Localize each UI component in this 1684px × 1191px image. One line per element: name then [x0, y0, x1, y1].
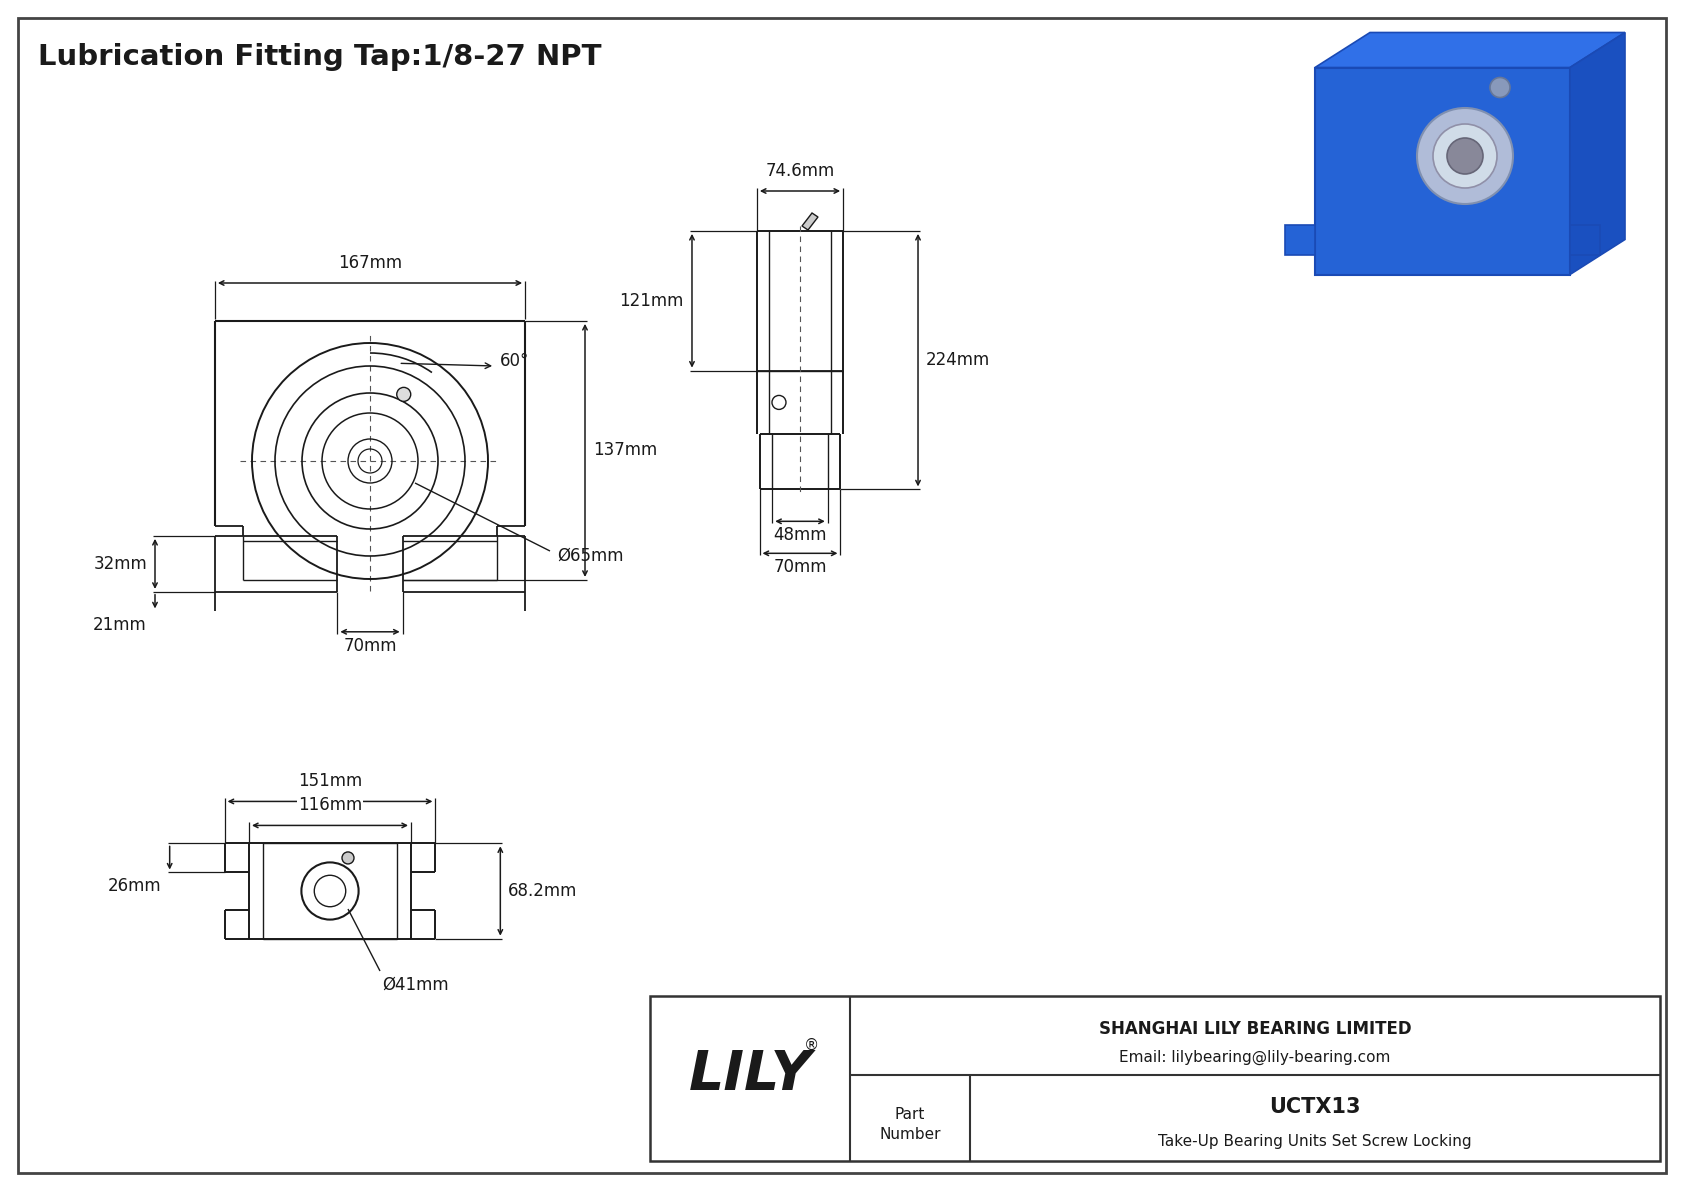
Text: 70mm: 70mm: [773, 559, 827, 576]
Text: ®: ®: [805, 1039, 820, 1053]
Polygon shape: [1315, 68, 1569, 274]
Text: 116mm: 116mm: [298, 797, 362, 815]
Polygon shape: [1285, 224, 1315, 255]
Text: 74.6mm: 74.6mm: [765, 162, 835, 180]
Polygon shape: [1569, 32, 1625, 274]
Circle shape: [1490, 77, 1511, 98]
Text: 167mm: 167mm: [338, 254, 402, 272]
Text: Ø41mm: Ø41mm: [382, 975, 448, 994]
Text: Lubrication Fitting Tap:1/8-27 NPT: Lubrication Fitting Tap:1/8-27 NPT: [39, 43, 601, 71]
Text: LILY: LILY: [689, 1048, 812, 1102]
Text: Part
Number: Part Number: [879, 1108, 941, 1142]
Circle shape: [397, 387, 411, 401]
Text: Take-Up Bearing Units Set Screw Locking: Take-Up Bearing Units Set Screw Locking: [1159, 1134, 1472, 1148]
Text: Ø65mm: Ø65mm: [557, 547, 623, 565]
Text: 70mm: 70mm: [344, 637, 397, 655]
Text: 68.2mm: 68.2mm: [509, 883, 578, 900]
Text: 137mm: 137mm: [593, 442, 657, 460]
Text: 121mm: 121mm: [620, 292, 684, 310]
Circle shape: [1433, 124, 1497, 188]
Polygon shape: [1315, 32, 1625, 68]
Text: 60°: 60°: [500, 353, 529, 370]
Circle shape: [342, 852, 354, 863]
Bar: [650, 996, 1660, 1161]
Text: 48mm: 48mm: [773, 526, 827, 544]
Text: Email: lilybearing@lily-bearing.com: Email: lilybearing@lily-bearing.com: [1120, 1049, 1391, 1065]
Circle shape: [1447, 138, 1484, 174]
Text: SHANGHAI LILY BEARING LIMITED: SHANGHAI LILY BEARING LIMITED: [1098, 1019, 1411, 1039]
Polygon shape: [1569, 224, 1600, 255]
Polygon shape: [802, 213, 818, 230]
Text: 224mm: 224mm: [926, 351, 990, 369]
Text: 151mm: 151mm: [298, 773, 362, 791]
Text: 26mm: 26mm: [108, 878, 162, 896]
Text: 21mm: 21mm: [93, 616, 147, 635]
Text: UCTX13: UCTX13: [1270, 1097, 1361, 1116]
Text: 32mm: 32mm: [93, 555, 147, 573]
Circle shape: [1416, 108, 1512, 204]
